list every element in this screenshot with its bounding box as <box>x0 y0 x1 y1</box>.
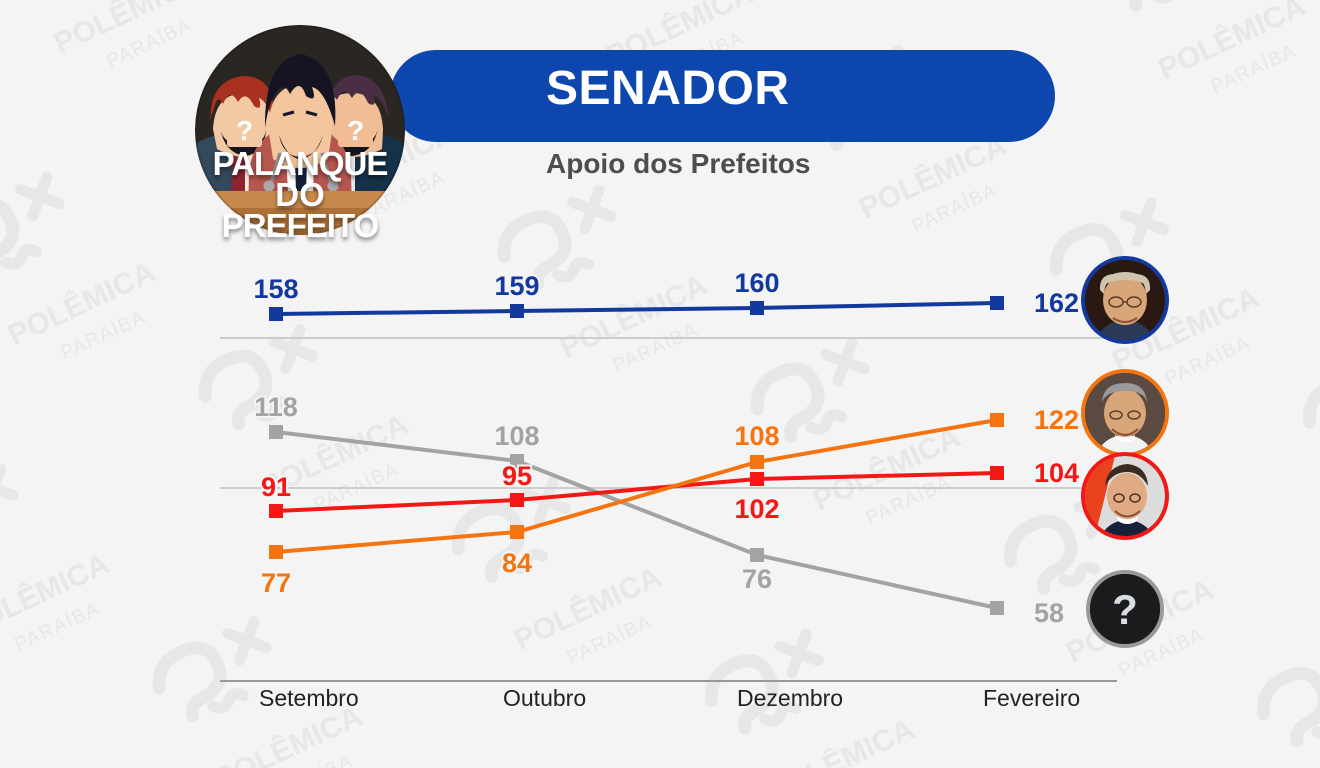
svg-text:Dezembro: Dezembro <box>737 685 843 711</box>
svg-text:158: 158 <box>253 274 298 304</box>
svg-text:162: 162 <box>1034 288 1079 318</box>
svg-text:108: 108 <box>734 421 779 451</box>
svg-text:Fevereiro: Fevereiro <box>983 685 1080 711</box>
svg-text:Outubro: Outubro <box>503 685 586 711</box>
svg-text:95: 95 <box>502 461 532 491</box>
svg-text:77: 77 <box>261 568 291 598</box>
svg-text:102: 102 <box>734 494 779 524</box>
svg-text:58: 58 <box>1034 598 1064 628</box>
svg-text:76: 76 <box>742 564 772 594</box>
svg-text:91: 91 <box>261 472 291 502</box>
svg-text:108: 108 <box>494 421 539 451</box>
svg-text:Setembro: Setembro <box>259 685 359 711</box>
svg-text:122: 122 <box>1034 405 1079 435</box>
svg-text:118: 118 <box>254 392 298 422</box>
svg-text:?: ? <box>1112 586 1138 633</box>
svg-text:159: 159 <box>494 271 539 301</box>
svg-text:104: 104 <box>1034 458 1079 488</box>
svg-text:84: 84 <box>502 548 532 578</box>
svg-text:?: ? <box>347 115 364 146</box>
svg-text:?: ? <box>236 115 253 146</box>
svg-text:160: 160 <box>734 268 779 298</box>
